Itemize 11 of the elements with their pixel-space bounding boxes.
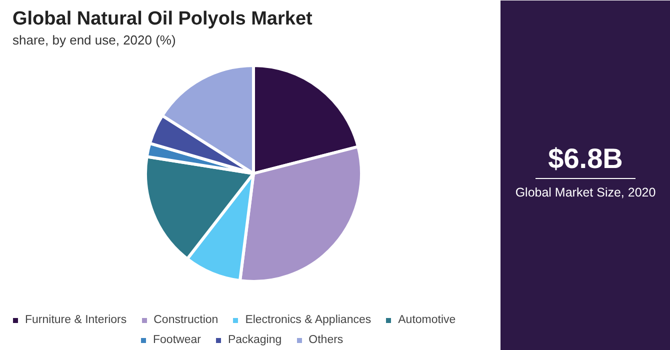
chart-subtitle: share, by end use, 2020 (%)	[12, 32, 176, 48]
chart-title: Global Natural Oil Polyols Market	[12, 8, 314, 30]
text: Global Market Size, 2020	[515, 186, 656, 200]
legend-label: Packaging	[228, 334, 282, 346]
legend-label: Furniture & Interiors	[25, 314, 127, 326]
legend-label: Footwear	[153, 334, 201, 346]
text: $6.8B	[548, 143, 623, 174]
legend-label: Electronics & Appliances	[245, 314, 372, 326]
legend-label: Automotive	[398, 314, 456, 326]
legend-label: Construction	[154, 314, 218, 326]
legend-label: Others	[308, 334, 344, 346]
